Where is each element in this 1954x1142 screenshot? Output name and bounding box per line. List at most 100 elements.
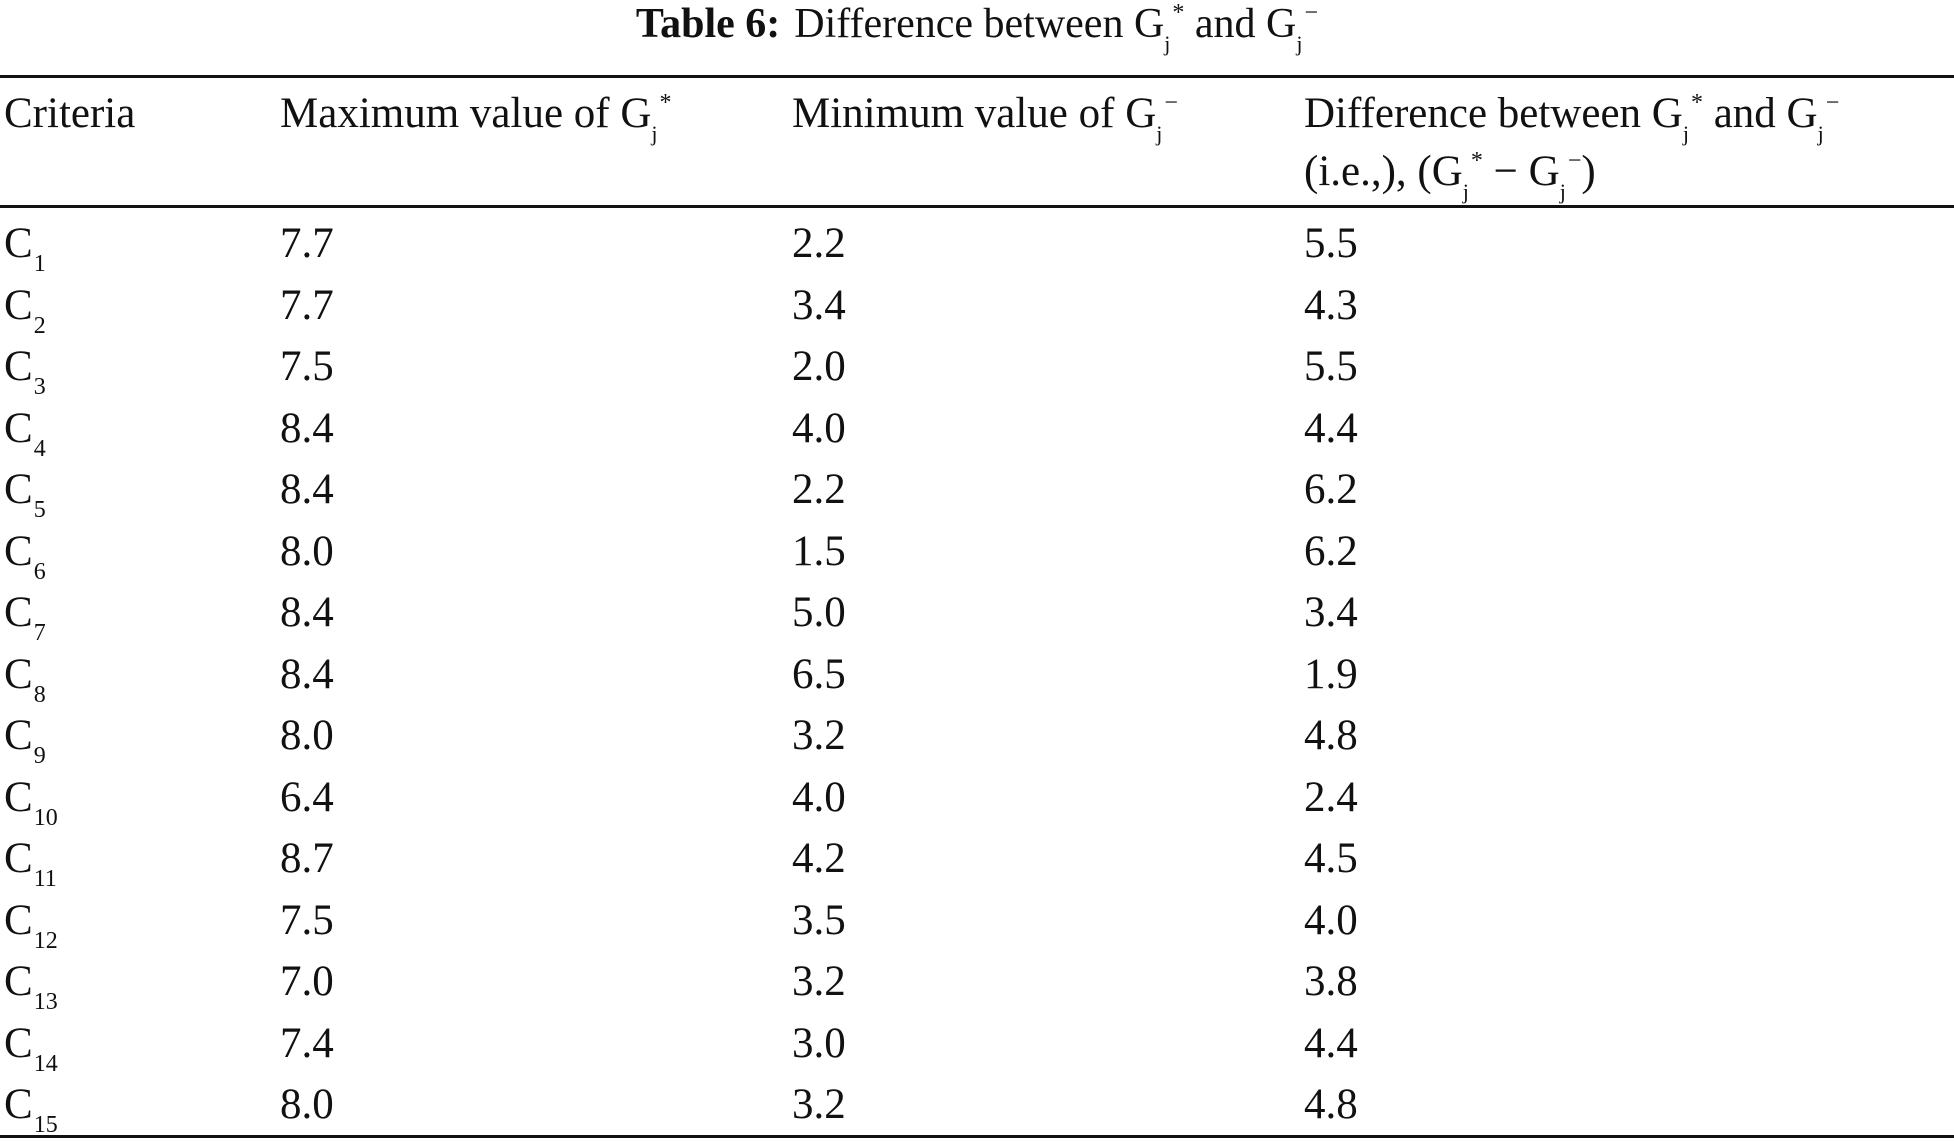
max-value-cell: 8.4 (280, 466, 334, 513)
criteria-cell: C13 (4, 954, 58, 1016)
table-row: C3 7.5 2.0 5.5 (0, 339, 1954, 401)
header-difference-line2: (i.e.,), (Gj* − Gj−) (1304, 146, 1839, 204)
table-row: C2 7.7 3.4 4.3 (0, 278, 1954, 340)
caption-subscript-j: j (1164, 31, 1171, 56)
criteria-letter: C (4, 835, 33, 882)
criteria-subscript: 13 (33, 989, 58, 1015)
criteria-letter: C (4, 589, 33, 636)
min-value-cell: 4.0 (792, 773, 846, 821)
criteria-letter: C (4, 527, 33, 575)
criteria-subscript: 12 (33, 927, 58, 954)
criteria-letter: C (4, 712, 33, 759)
header-diff2-sub-a: j (1462, 179, 1469, 204)
criteria-letter: C (4, 958, 33, 1005)
table-row: C6 8.0 1.5 6.2 (0, 524, 1954, 586)
max-value-cell: 7.5 (280, 343, 334, 390)
min-value-cell: 4.2 (792, 835, 846, 882)
criteria-letter: C (4, 404, 33, 452)
min-value-cell: 2.2 (792, 466, 846, 513)
header-min-text: Minimum value of G (792, 90, 1157, 137)
caption-superscript-star: * (1172, 0, 1185, 26)
max-value-cell: 7.4 (280, 1019, 334, 1067)
max-value-cell: 7.7 (280, 220, 334, 267)
min-value-cell: 3.4 (792, 281, 846, 329)
criteria-letter: C (4, 650, 33, 698)
max-value-cell: 7.0 (280, 958, 334, 1005)
table-row: C14 7.4 3.0 4.4 (0, 1016, 1954, 1078)
max-value-cell: 8.0 (280, 527, 334, 575)
header-diff2-sub-b: j (1559, 179, 1566, 204)
criteria-subscript: 2 (33, 312, 46, 339)
min-value-cell: 3.0 (792, 1019, 846, 1067)
header-diff2-mid: − G (1482, 148, 1560, 195)
criteria-cell: C5 (4, 462, 46, 524)
header-diff-mid: and G (1702, 90, 1818, 137)
criteria-subscript: 7 (33, 620, 46, 646)
criteria-cell: C2 (4, 278, 46, 340)
table-row: C4 8.4 4.0 4.4 (0, 401, 1954, 463)
difference-cell: 4.8 (1304, 712, 1358, 759)
header-min-superscript: − (1164, 90, 1178, 116)
min-value-cell: 2.2 (792, 220, 846, 267)
criteria-letter: C (4, 1019, 33, 1067)
difference-cell: 4.3 (1304, 281, 1358, 329)
min-value-cell: 1.5 (792, 527, 846, 575)
criteria-letter: C (4, 896, 33, 944)
criteria-subscript: 4 (33, 435, 46, 462)
caption-subscript-j-2: j (1296, 31, 1303, 56)
criteria-letter: C (4, 281, 33, 329)
criteria-subscript: 15 (33, 1112, 58, 1138)
header-diff-sup-a: * (1690, 90, 1703, 116)
max-value-cell: 8.0 (280, 712, 334, 759)
difference-cell: 4.4 (1304, 1019, 1358, 1067)
min-value-cell: 2.0 (792, 343, 846, 390)
max-value-cell: 8.0 (280, 1081, 334, 1128)
max-value-cell: 8.4 (280, 589, 334, 636)
max-value-cell: 7.7 (280, 281, 334, 329)
caption-text: Difference between Gj* and Gj− (794, 0, 1319, 56)
min-value-cell: 6.5 (792, 650, 846, 698)
criteria-cell: C8 (4, 647, 46, 709)
criteria-subscript: 6 (33, 558, 46, 585)
header-criteria: Criteria (4, 90, 136, 137)
min-value-cell: 3.5 (792, 896, 846, 944)
difference-cell: 6.2 (1304, 466, 1358, 513)
table-header-rule (0, 205, 1954, 208)
difference-cell: 5.5 (1304, 343, 1358, 390)
caption-text-before: Difference between G (794, 1, 1165, 47)
min-value-cell: 3.2 (792, 712, 846, 759)
header-diff2-close: ) (1581, 148, 1596, 195)
header-max-text: Maximum value of G (280, 90, 652, 137)
table-row: C11 8.7 4.2 4.5 (0, 831, 1954, 893)
difference-cell: 3.4 (1304, 589, 1358, 636)
criteria-letter: C (4, 466, 33, 513)
criteria-subscript: 10 (33, 804, 58, 831)
difference-cell: 5.5 (1304, 220, 1358, 267)
criteria-subscript: 8 (33, 681, 46, 708)
criteria-cell: C12 (4, 893, 58, 955)
criteria-cell: C3 (4, 339, 46, 401)
criteria-cell: C14 (4, 1016, 58, 1078)
criteria-subscript: 5 (33, 497, 46, 523)
caption-superscript-minus: − (1304, 0, 1319, 26)
criteria-cell: C15 (4, 1077, 58, 1139)
header-diff-sup-b: − (1825, 90, 1840, 116)
criteria-letter: C (4, 343, 33, 390)
max-value-cell: 7.5 (280, 896, 334, 944)
table-body: C1 7.7 2.2 5.5 C2 7.7 3.4 4.3 C3 7.5 2.0… (0, 216, 1954, 1139)
table-row: C12 7.5 3.5 4.0 (0, 893, 1954, 955)
table-bottom-rule (0, 1135, 1954, 1138)
criteria-letter: C (4, 220, 33, 267)
table-row: C9 8.0 3.2 4.8 (0, 708, 1954, 770)
criteria-subscript: 3 (33, 374, 46, 400)
table-row: C8 8.4 6.5 1.9 (0, 647, 1954, 709)
header-min-subscript: j (1156, 121, 1163, 146)
criteria-letter: C (4, 773, 33, 821)
max-value-cell: 8.4 (280, 650, 334, 698)
header-max-subscript: j (651, 121, 658, 146)
criteria-cell: C7 (4, 585, 46, 647)
criteria-cell: C4 (4, 401, 46, 463)
min-value-cell: 4.0 (792, 404, 846, 452)
header-min-value: Minimum value of Gj− (792, 88, 1178, 146)
caption-text-mid: and G (1184, 1, 1297, 47)
